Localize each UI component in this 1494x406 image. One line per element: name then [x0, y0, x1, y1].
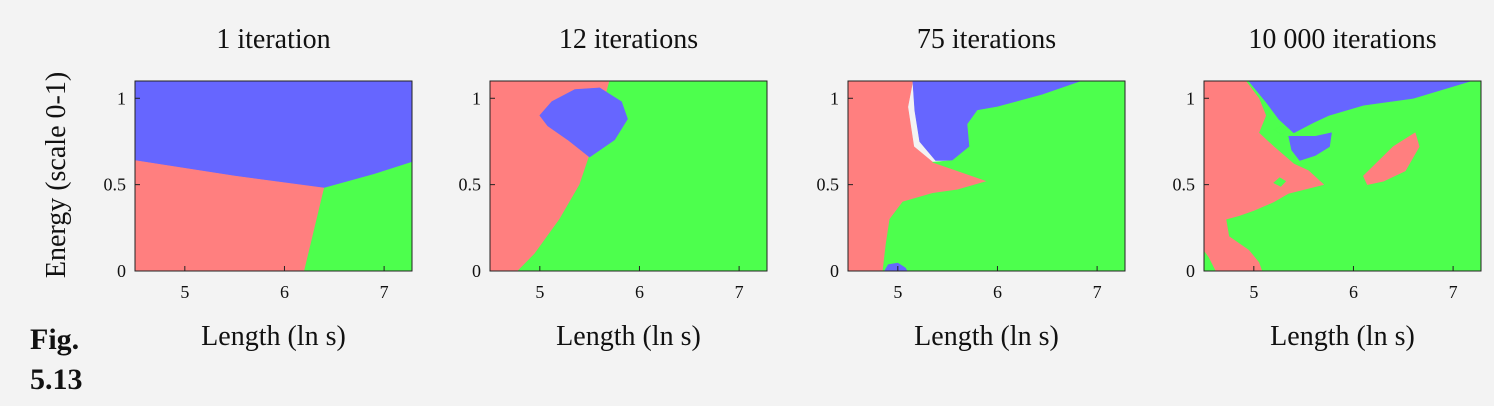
plot-frame [489, 80, 768, 272]
region-blue [539, 87, 628, 158]
x-tick-label: 6 [635, 282, 644, 302]
panel-4: 10 000 iterations 5 6 7 0 0.5 1 Length (ln s) [1173, 24, 1482, 352]
region-green [517, 81, 767, 271]
y-tick-label: 0 [1186, 261, 1195, 281]
x-tick-label: 7 [380, 282, 389, 302]
panel-title: 75 iterations [917, 24, 1056, 55]
y-tick-label: 0 [830, 261, 839, 281]
x-tick-label: 7 [735, 282, 744, 302]
y-tick-label: 0.5 [1173, 175, 1196, 195]
x-tick-label: 6 [280, 282, 289, 302]
region-layer [1204, 81, 1481, 271]
x-tick-label: 5 [1249, 282, 1258, 302]
x-tick-label: 7 [1449, 282, 1458, 302]
region-blue [1288, 132, 1332, 161]
region-blue [1248, 81, 1472, 134]
x-axis-label: Length (ln s) [556, 321, 701, 352]
y-tick-label: 0.5 [459, 175, 482, 195]
y-tick-label: 1 [472, 88, 481, 108]
y-tick-label: 0.5 [104, 175, 127, 195]
y-tick-label: 0.5 [817, 175, 840, 195]
x-axis-label: Length (ln s) [914, 321, 1059, 352]
region-green [1273, 125, 1288, 135]
x-tick-label: 7 [1093, 282, 1102, 302]
y-tick-label: 0 [117, 261, 126, 281]
region-layer [135, 81, 412, 271]
region-layer [490, 81, 767, 271]
panel-1: 1 iteration 5 6 7 0 0.5 1 Length (ln s) [104, 24, 413, 352]
plot-frame [847, 80, 1126, 272]
panel-title: 1 iteration [216, 24, 330, 55]
panel-2: 12 iterations 5 6 7 0 0.5 1 Length (ln s) [459, 24, 768, 352]
x-tick-label: 6 [993, 282, 1002, 302]
y-axis-label: Energy (scale 0-1) [41, 72, 72, 278]
x-axis-label: Length (ln s) [1270, 321, 1415, 352]
figure-label: Fig. 5.13 [30, 323, 83, 396]
region-green [882, 81, 1125, 271]
x-tick-label: 5 [893, 282, 902, 302]
x-tick-label: 5 [535, 282, 544, 302]
region-green [304, 161, 412, 271]
plot-frame [134, 80, 413, 272]
y-tick-label: 1 [117, 88, 126, 108]
panel-title: 12 iterations [559, 24, 698, 55]
plot-frame [1203, 80, 1482, 272]
region-red [1204, 81, 1324, 271]
region-red [1363, 132, 1420, 185]
y-tick-label: 0 [472, 261, 481, 281]
panel-title: 10 000 iterations [1248, 24, 1436, 55]
x-tick-label: 6 [1349, 282, 1358, 302]
x-tick-label: 5 [180, 282, 189, 302]
region-green [1273, 177, 1286, 187]
region-layer [848, 81, 1125, 271]
x-axis-label: Length (ln s) [201, 321, 346, 352]
panel-3: 75 iterations 5 6 7 0 0.5 1 Length (ln s) [817, 24, 1126, 352]
region-green [1204, 81, 1481, 271]
y-tick-label: 1 [1186, 88, 1195, 108]
y-tick-label: 1 [830, 88, 839, 108]
